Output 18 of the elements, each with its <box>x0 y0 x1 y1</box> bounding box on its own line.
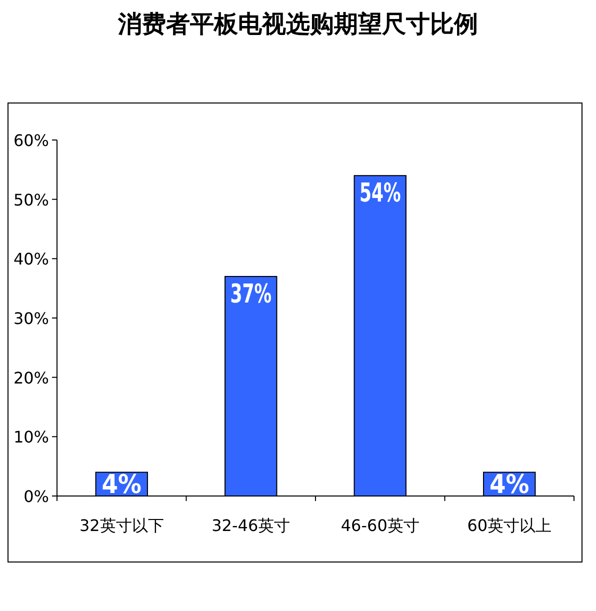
data-label: 4% <box>490 470 530 500</box>
x-tick-label: 32-46英寸 <box>212 516 290 535</box>
y-tick-label: 20% <box>13 368 49 388</box>
x-tick-label: 46-60英寸 <box>340 516 420 535</box>
y-tick-label: 0% <box>24 487 49 506</box>
bar <box>354 175 406 496</box>
x-tick-label: 32英寸以下 <box>79 516 164 535</box>
data-label: 4% <box>102 470 142 500</box>
y-tick-label: 50% <box>13 190 49 210</box>
y-tick-label: 30% <box>13 309 49 328</box>
bar <box>224 276 278 496</box>
data-label: 54% <box>359 178 416 209</box>
chart-title: 消费者平板电视选购期望尺寸比例 <box>117 10 478 38</box>
y-tick-label: 60% <box>13 131 49 150</box>
data-label: 37% <box>230 279 286 310</box>
y-tick-label: 40% <box>13 250 49 269</box>
y-tick-label: 10% <box>13 428 49 447</box>
x-tick-label: 60英寸以上 <box>467 516 552 535</box>
